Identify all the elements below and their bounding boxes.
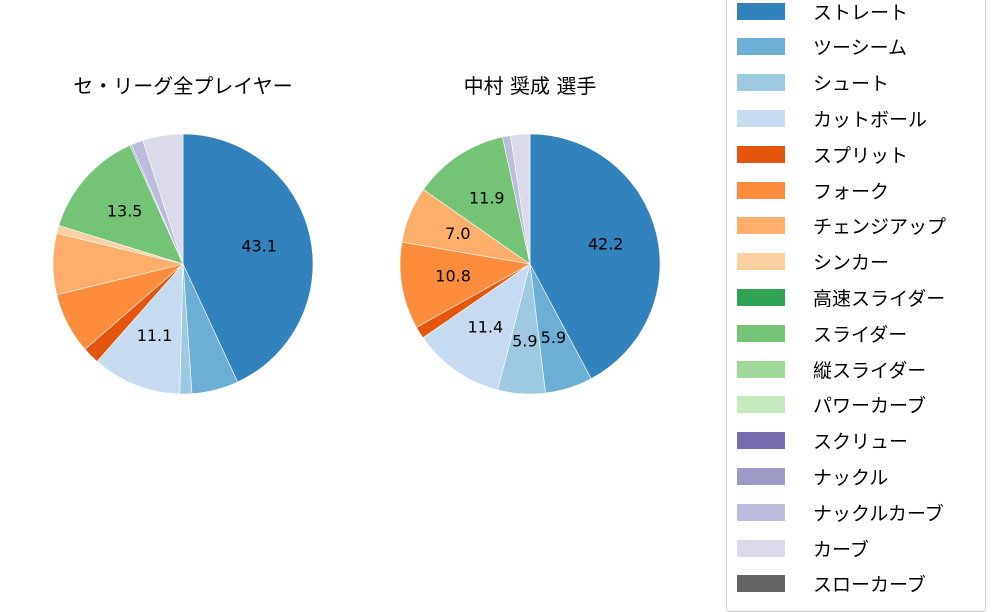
legend-swatch xyxy=(737,324,785,342)
legend-label: スライダー xyxy=(813,323,908,346)
legend-swatch xyxy=(737,74,785,92)
legend-item: ストレート xyxy=(737,0,909,24)
slice-percent-label: 5.9 xyxy=(512,331,537,350)
legend-label: スプリット xyxy=(813,144,909,167)
legend-label: 縦スライダー xyxy=(813,359,927,382)
legend-label: カーブ xyxy=(813,538,869,561)
pie-slice xyxy=(529,133,661,380)
legend-swatch xyxy=(737,253,785,271)
slice-percent-label: 7.0 xyxy=(445,224,470,243)
legend-label: パワーカーブ xyxy=(813,395,926,418)
slice-percent-label: 11.1 xyxy=(137,326,173,345)
legend-swatch xyxy=(737,432,785,450)
legend-item: スプリット xyxy=(737,142,909,167)
legend: ストレートツーシームシュートカットボール スプリットフォークチェンジアップ シンカー… xyxy=(726,0,986,612)
legend-swatch xyxy=(737,145,785,163)
legend-swatch xyxy=(737,396,785,414)
slice-percent-label: 13.5 xyxy=(107,202,143,221)
legend-item: スクリュー xyxy=(737,429,908,453)
legend-swatch xyxy=(737,38,785,56)
legend-swatch xyxy=(737,360,785,378)
legend-item: 縦スライダー xyxy=(737,357,927,382)
legend-item: カーブ xyxy=(737,536,869,561)
legend-item: 高速スライダー xyxy=(737,285,946,310)
legend-swatch xyxy=(737,217,785,235)
legend-item: スライダー xyxy=(737,321,908,346)
legend-swatch xyxy=(737,539,785,557)
pie-slice xyxy=(96,263,184,395)
slice-percent-label: 5.9 xyxy=(541,328,566,347)
pie-slice xyxy=(58,144,184,265)
legend-swatch xyxy=(737,181,785,199)
pie-slice xyxy=(510,133,531,265)
pie-slice xyxy=(422,136,531,265)
legend-swatch xyxy=(737,575,785,593)
legend-item: パワーカーブ xyxy=(737,393,926,417)
legend-swatch xyxy=(737,2,785,20)
slice-percent-label: 42.2 xyxy=(588,235,624,254)
slice-percent-label: 43.1 xyxy=(241,237,277,256)
player-pie-chart: 42.2 5.95.9 11.4 10.8 7.0 11.9 xyxy=(399,133,661,395)
left-chart-title: セ・リーグ全プレイヤー xyxy=(73,74,293,98)
legend-label: ナックル xyxy=(813,466,889,489)
legend-item: ナックル xyxy=(737,464,889,489)
legend-item: フォーク xyxy=(737,178,890,203)
legend-label: シュート xyxy=(813,73,890,96)
legend-label: シンカー xyxy=(813,252,890,275)
slice-percent-label: 11.9 xyxy=(469,189,505,208)
legend-item: ナックルカーブ xyxy=(737,500,944,525)
legend-swatch xyxy=(737,503,785,521)
legend-item: ツーシーム xyxy=(737,35,907,59)
legend-item: シンカー xyxy=(737,250,889,274)
legend-label: スクリュー xyxy=(813,431,909,454)
legend-label: スローカーブ xyxy=(813,574,926,597)
pie-slice xyxy=(399,241,531,328)
legend-label: フォーク xyxy=(813,180,890,203)
legend-item: スローカーブ xyxy=(737,572,926,596)
legend-item: カットボール xyxy=(737,106,928,131)
legend-label: チェンジアップ xyxy=(813,216,947,239)
pie-slice xyxy=(422,263,531,391)
legend-label: カットボール xyxy=(813,108,928,131)
legend-item: チェンジアップ xyxy=(737,214,946,238)
right-chart-title: 中村 奨成 選手 xyxy=(463,74,597,98)
pie-slice xyxy=(142,133,184,265)
slice-percent-label: 11.4 xyxy=(468,317,504,336)
legend-label: ナックルカーブ xyxy=(813,502,944,525)
legend-swatch xyxy=(737,109,785,127)
legend-label: ツーシーム xyxy=(813,37,908,60)
legend-label: 高速スライダー xyxy=(813,287,946,310)
legend-swatch xyxy=(737,288,785,306)
legend-item: シュート xyxy=(737,71,889,95)
legend-swatch xyxy=(737,467,785,485)
pie-slice xyxy=(182,133,314,383)
legend-label: ストレート xyxy=(813,1,909,24)
slice-percent-label: 10.8 xyxy=(435,267,471,286)
league-pie-chart: 43.1 11.1 13.5 xyxy=(52,133,314,395)
